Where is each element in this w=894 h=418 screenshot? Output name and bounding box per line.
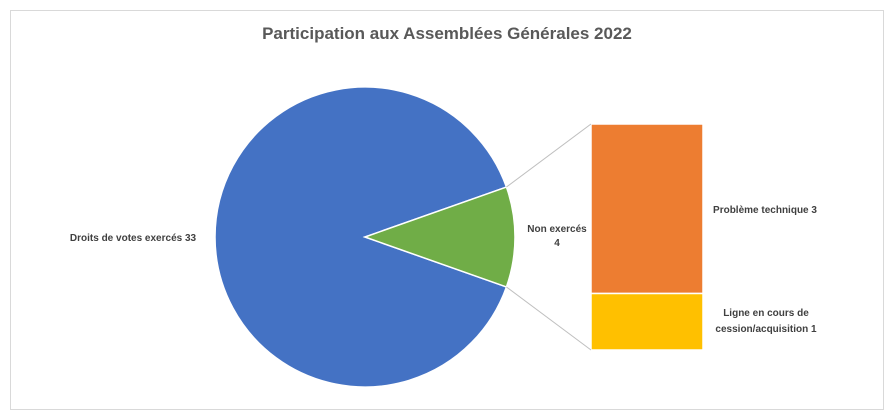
pie-slice-droits-exerces <box>214 86 508 388</box>
bar-segment-ligne-cession <box>590 292 704 351</box>
bar-segment-probleme-technique <box>590 123 704 295</box>
pie-slice-non-exerces <box>362 186 516 288</box>
chart-title: Participation aux Assemblées Générales 2… <box>262 24 632 43</box>
label-droits-exerces: Droits de votes exercés 33 <box>70 233 197 244</box>
connector-line-bottom <box>506 286 592 351</box>
label-probleme-technique: Problème technique 3 <box>713 205 817 216</box>
label-non-exerces: Non exercés 4 <box>527 224 587 249</box>
connector-line-top <box>506 123 592 188</box>
label-ligne-cession: Ligne en cours de cession/acquisition 1 <box>715 308 817 335</box>
